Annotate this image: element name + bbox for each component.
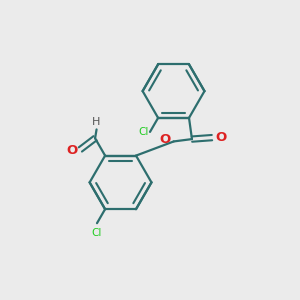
Text: Cl: Cl [92,228,102,238]
Text: H: H [92,117,101,127]
Text: Cl: Cl [138,127,148,137]
Text: O: O [67,144,78,158]
Text: O: O [215,131,227,144]
Text: O: O [159,134,170,146]
